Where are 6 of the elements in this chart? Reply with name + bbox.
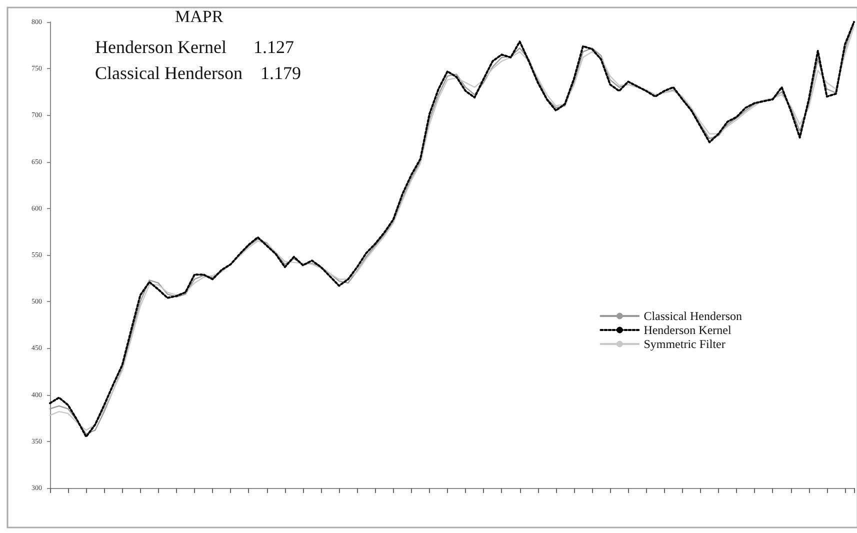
- annotation: Henderson Kernel 1.127: [95, 37, 294, 57]
- legend-label: Henderson Kernel: [644, 323, 732, 337]
- legend-label: Classical Henderson: [644, 309, 742, 323]
- annotation: MAPR: [175, 7, 224, 26]
- annotation: Classical Henderson 1.179: [95, 63, 301, 83]
- legend-label: Symmetric Filter: [644, 337, 726, 351]
